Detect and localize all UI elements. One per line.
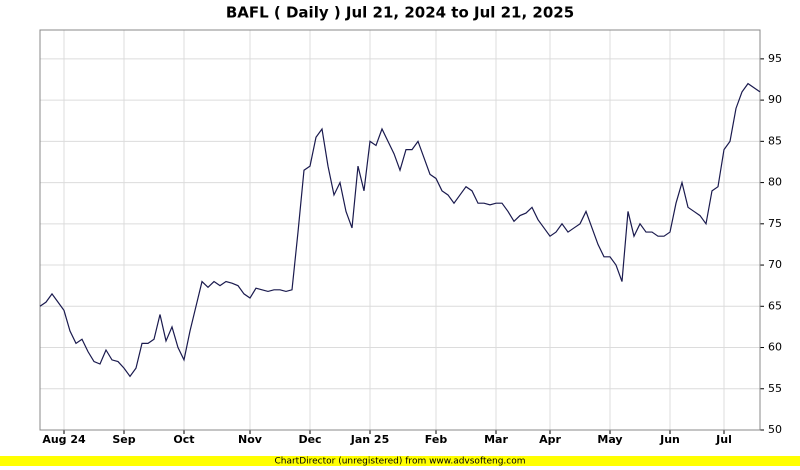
y-tick-label: 55 — [768, 382, 782, 395]
plot-frame — [39, 29, 761, 431]
y-tick-label: 95 — [768, 52, 782, 65]
chart-title: BAFL ( Daily ) Jul 21, 2024 to Jul 21, 2… — [226, 4, 574, 22]
y-tick-label: 85 — [768, 134, 782, 147]
x-tick-label: Feb — [425, 433, 448, 446]
y-tick-label: 50 — [768, 423, 782, 436]
footer-bar — [0, 456, 800, 466]
x-tick-label: Sep — [112, 433, 135, 446]
y-tick-label: 75 — [768, 217, 782, 230]
x-tick-label: Jan 25 — [350, 433, 389, 446]
x-tick-label: Mar — [484, 433, 508, 446]
y-tick-label: 90 — [768, 93, 782, 106]
x-tick-label: Nov — [238, 433, 263, 446]
x-tick-label: Apr — [539, 433, 561, 446]
x-tick-label: Dec — [298, 433, 321, 446]
footer: ChartDirector (unregistered) from www.ad… — [274, 457, 525, 467]
x-tick-label: Jul — [715, 433, 732, 446]
y-tick-label: 70 — [768, 258, 782, 271]
y-tick-label: 80 — [768, 176, 782, 189]
x-tick-label: Aug 24 — [42, 433, 86, 446]
x-tick-label: May — [597, 433, 622, 446]
price-line — [39, 82, 761, 378]
x-tick-label: Jun — [659, 433, 680, 446]
y-tick-label: 60 — [768, 341, 782, 354]
x-tick-label: Oct — [173, 433, 194, 446]
y-tick-label: 65 — [768, 299, 782, 312]
